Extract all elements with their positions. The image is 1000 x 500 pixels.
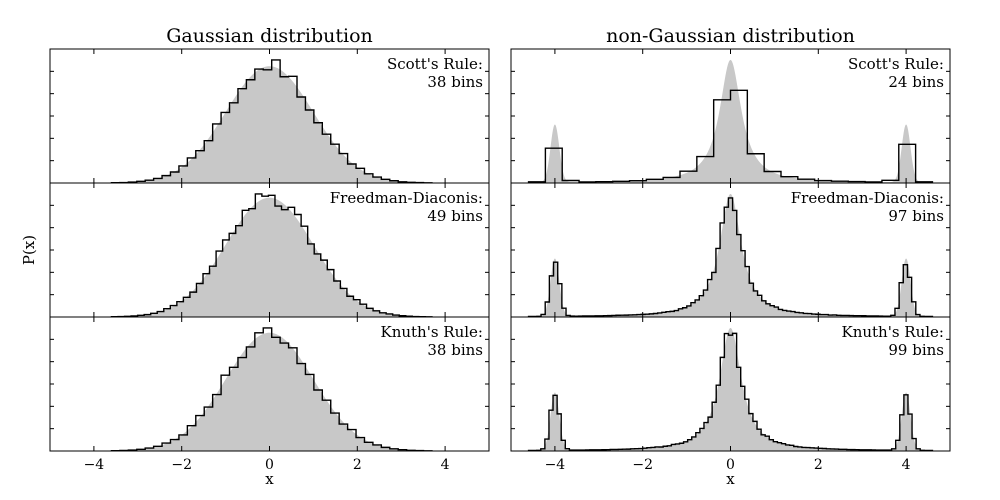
density-fill (511, 327, 950, 451)
histogram-step-line (527, 332, 934, 452)
x-tick-label: −4 (84, 457, 105, 473)
density-fill (50, 66, 489, 183)
column-title: non-Gaussian distribution (606, 25, 855, 47)
density-fill (50, 332, 489, 451)
bin-count-label: 38 bins (427, 73, 483, 91)
histogram-step-line (110, 327, 433, 452)
histogram-step-line (527, 197, 934, 318)
histogram-panel: Freedman-Diaconis:97 bins (510, 182, 951, 318)
x-tick-label: 0 (265, 457, 274, 473)
column-title: Gaussian distribution (166, 25, 373, 47)
density-fill (511, 193, 950, 317)
x-tick-label: −2 (171, 457, 192, 473)
x-tick-label: 2 (814, 457, 823, 473)
histogram-panel: Knuth's Rule:99 bins (510, 316, 951, 452)
density-fill (50, 197, 489, 317)
x-tick-label: −4 (545, 457, 566, 473)
y-axis-label: P(x) (20, 235, 38, 265)
x-axis-label: x (726, 470, 735, 488)
x-tick-label: 0 (726, 457, 735, 473)
x-tick-label: 4 (441, 457, 450, 473)
rule-label: Freedman-Diaconis: (791, 189, 944, 207)
density-fill (511, 59, 950, 183)
x-axis-label: x (265, 470, 274, 488)
histogram-step-line (110, 193, 433, 318)
histogram-panel: Scott's Rule:24 bins (510, 48, 951, 184)
bin-count-label: 49 bins (427, 207, 483, 225)
rule-label: Freedman-Diaconis: (330, 189, 483, 207)
rule-label: Knuth's Rule: (381, 323, 484, 341)
x-tick-label: −2 (632, 457, 653, 473)
bin-count-label: 97 bins (888, 207, 944, 225)
histogram-step-line (527, 89, 934, 183)
x-tick-label: 4 (902, 457, 911, 473)
bin-count-label: 38 bins (427, 341, 483, 359)
rule-label: Knuth's Rule: (842, 323, 945, 341)
x-tick-label: 2 (353, 457, 362, 473)
rule-label: Scott's Rule: (848, 55, 944, 73)
bin-count-label: 99 bins (888, 341, 944, 359)
histogram-step-line (110, 59, 433, 184)
rule-label: Scott's Rule: (387, 55, 483, 73)
histogram-panel: Scott's Rule:38 bins (49, 48, 490, 184)
bin-count-label: 24 bins (888, 73, 944, 91)
histogram-panel: Knuth's Rule:38 bins (49, 316, 490, 452)
histogram-panel: Freedman-Diaconis:49 bins (49, 182, 490, 318)
